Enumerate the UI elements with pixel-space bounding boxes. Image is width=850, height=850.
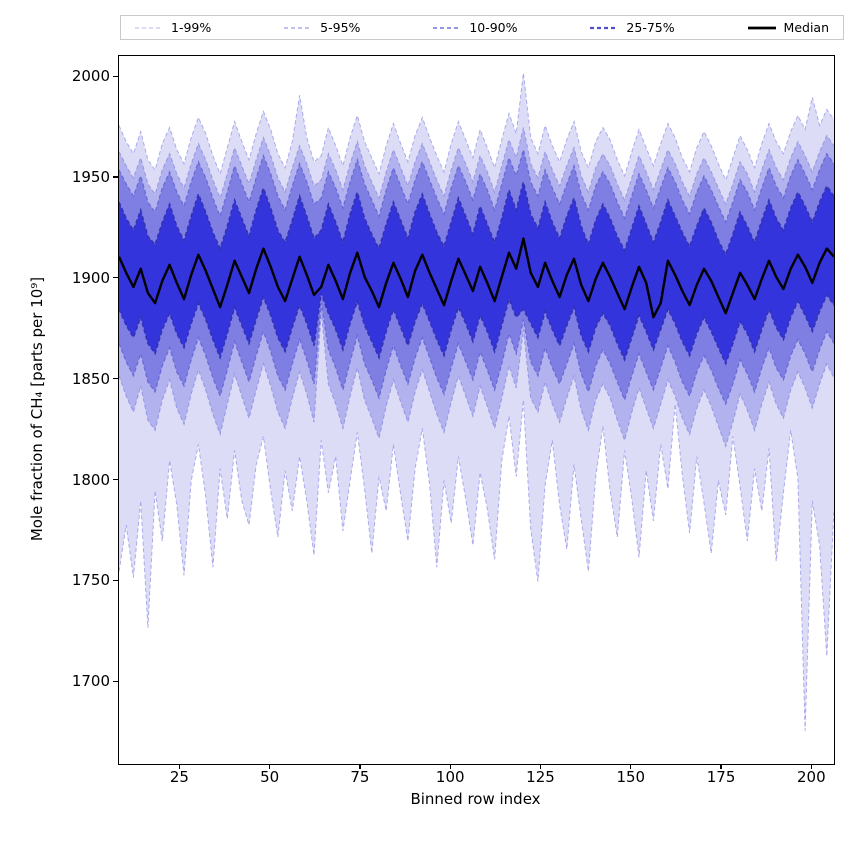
legend-label: 25-75% bbox=[626, 20, 675, 35]
legend-item-25-75%: 25-75% bbox=[590, 20, 675, 35]
percentile-line-p90 bbox=[119, 149, 834, 225]
y-tick-label: 1800 bbox=[71, 470, 110, 489]
legend-line-sample bbox=[433, 26, 462, 29]
x-tick-mark bbox=[539, 764, 542, 769]
x-tick-mark bbox=[449, 764, 451, 769]
y-tick-mark bbox=[113, 277, 118, 279]
x-tick-mark bbox=[720, 764, 722, 769]
plot-area bbox=[118, 55, 835, 765]
y-tick-mark bbox=[113, 176, 118, 178]
legend-line-sample bbox=[590, 26, 619, 29]
legend-item-Median: Median bbox=[747, 20, 829, 35]
percentile-line-p10 bbox=[119, 303, 834, 406]
y-axis-label: Mole fraction of CH₄ [parts per 10⁹] bbox=[28, 276, 46, 542]
y-tick-mark bbox=[113, 75, 118, 77]
x-tick-label: 125 bbox=[526, 768, 555, 786]
legend-item-5-95%: 5-95% bbox=[284, 20, 360, 35]
y-tick-mark bbox=[113, 478, 118, 481]
legend: 1-99% 5-95% 10-90% 25-75% Median bbox=[120, 15, 844, 40]
percentile-line-p5 bbox=[119, 311, 834, 449]
x-tick-label: 25 bbox=[169, 768, 189, 786]
percentile-line-p95 bbox=[119, 127, 834, 206]
x-tick-label: 100 bbox=[435, 768, 465, 786]
x-tick-label: 200 bbox=[797, 768, 826, 786]
percentile-line-p25 bbox=[119, 292, 834, 366]
x-tick-label: 175 bbox=[706, 768, 736, 786]
y-tick-label: 1700 bbox=[71, 672, 110, 691]
legend-item-10-90%: 10-90% bbox=[433, 20, 518, 35]
legend-line-sample bbox=[135, 27, 163, 28]
legend-item-1-99%: 1-99% bbox=[135, 20, 211, 35]
percentile-line-p99 bbox=[119, 73, 834, 182]
legend-label: 10-90% bbox=[469, 20, 518, 35]
x-tick-mark bbox=[630, 764, 632, 769]
legend-label: 1-99% bbox=[171, 20, 212, 35]
band-fill-25-75% bbox=[119, 182, 834, 364]
legend-label: Median bbox=[783, 20, 829, 35]
x-tick-mark bbox=[178, 764, 180, 769]
percentile-line-p1 bbox=[119, 399, 834, 731]
y-tick-mark bbox=[113, 680, 118, 682]
legend-line-sample bbox=[284, 26, 313, 29]
y-tick-label: 1750 bbox=[71, 571, 110, 590]
y-tick-label: 1950 bbox=[71, 168, 110, 187]
x-tick-mark bbox=[359, 764, 361, 769]
y-tick-label: 2000 bbox=[71, 67, 110, 86]
x-tick-label: 150 bbox=[616, 768, 646, 786]
y-tick-mark bbox=[113, 378, 118, 380]
x-tick-mark bbox=[269, 764, 271, 769]
x-tick-label: 75 bbox=[350, 768, 370, 786]
x-tick-label: 50 bbox=[260, 768, 280, 786]
percentile-band-chart bbox=[119, 73, 834, 731]
y-tick-label: 1900 bbox=[71, 268, 110, 287]
x-axis-label: Binned row index bbox=[410, 790, 541, 808]
y-tick-label: 1850 bbox=[71, 369, 110, 388]
y-tick-mark bbox=[113, 579, 118, 582]
legend-line-sample bbox=[747, 26, 776, 29]
x-tick-mark bbox=[810, 764, 812, 769]
median-line bbox=[119, 237, 834, 319]
legend-label: 5-95% bbox=[320, 20, 361, 35]
